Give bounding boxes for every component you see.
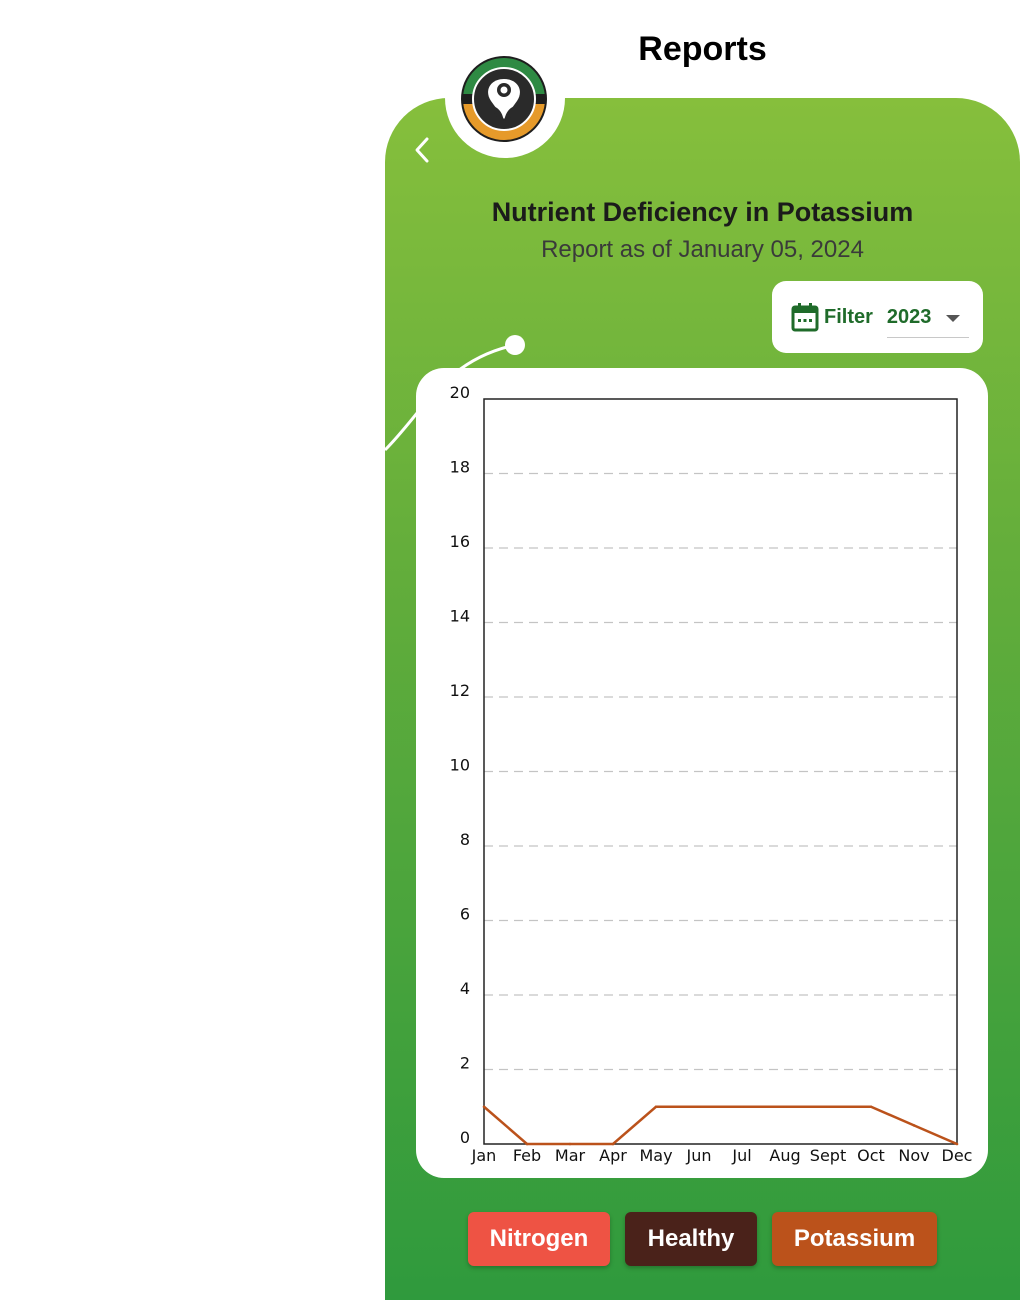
data-point	[955, 1142, 959, 1146]
data-point	[697, 1105, 701, 1109]
legend-potassium-button[interactable]: Potassium	[772, 1212, 937, 1266]
y-tick-label: 2	[460, 1054, 470, 1073]
x-tick-label: Feb	[513, 1146, 541, 1165]
filter-control[interactable]: Filter 2023	[772, 281, 983, 353]
x-tick-label: Apr	[599, 1146, 627, 1165]
data-point	[783, 1105, 787, 1109]
data-point	[611, 1142, 615, 1146]
x-tick-label: Mar	[555, 1146, 586, 1165]
x-tick-label: Jun	[686, 1146, 712, 1165]
year-select[interactable]: 2023	[886, 306, 969, 338]
y-tick-label: 4	[460, 979, 470, 998]
chart-grid	[484, 472, 957, 1071]
y-tick-label: 0	[460, 1128, 470, 1147]
data-point	[740, 1105, 744, 1109]
calendar-icon	[791, 303, 819, 332]
x-tick-label: Dec	[942, 1146, 973, 1165]
y-tick-label: 6	[460, 905, 470, 924]
y-tick-label: 20	[450, 383, 470, 402]
deficiency-line-chart: 0 2 4 6 8 10 12 14 16 18 20 Jan Feb Mar Apr May Jun Jul A…	[450, 383, 973, 1165]
data-point	[568, 1142, 572, 1146]
report-title: Nutrient Deficiency in Potassium	[491, 197, 914, 227]
x-tick-label: Jul	[731, 1146, 751, 1165]
x-axis-ticks: Jan Feb Mar Apr May Jun Jul Aug Sept Oct Nov Dec	[471, 1146, 973, 1165]
x-tick-label: Nov	[898, 1146, 929, 1165]
report-date: Report as of January 05, 2024	[541, 236, 864, 263]
caret-down-icon	[946, 314, 961, 322]
filter-label: Filter	[824, 305, 873, 328]
y-axis-ticks: 0 2 4 6 8 10 12 14 16 18 20	[450, 383, 470, 1147]
data-point	[482, 1105, 486, 1109]
x-tick-label: Jan	[471, 1146, 497, 1165]
legend-nitrogen-label: Nitrogen	[489, 1225, 589, 1252]
x-tick-label: Aug	[769, 1146, 800, 1165]
x-tick-label: May	[639, 1146, 672, 1165]
legend-nitrogen-button[interactable]: Nitrogen	[468, 1212, 610, 1266]
x-tick-label: Oct	[857, 1146, 885, 1165]
series-layer	[482, 1105, 959, 1146]
legend-potassium-label: Potassium	[793, 1225, 916, 1252]
y-tick-label: 8	[460, 830, 470, 849]
data-point	[525, 1142, 529, 1146]
y-tick-label: 14	[450, 607, 470, 626]
chevron-left-icon	[415, 137, 429, 163]
year-value: 2023	[886, 306, 932, 328]
data-point	[869, 1105, 873, 1109]
y-tick-label: 10	[450, 756, 470, 775]
back-button[interactable]	[405, 130, 439, 170]
x-tick-label: Sept	[810, 1146, 846, 1165]
legend-healthy-button[interactable]: Healthy	[625, 1212, 757, 1266]
plot-frame	[483, 398, 958, 1145]
data-point	[826, 1105, 830, 1109]
page-title: Reports	[638, 30, 767, 68]
y-tick-label: 12	[450, 681, 470, 700]
data-point	[654, 1105, 658, 1109]
legend-healthy-label: Healthy	[647, 1225, 735, 1252]
data-point	[912, 1124, 916, 1127]
y-tick-label: 16	[450, 532, 470, 551]
potassium-series-line	[483, 1105, 958, 1146]
y-tick-label: 18	[450, 458, 470, 477]
plant-logo-icon	[461, 56, 547, 142]
chart-card	[416, 368, 988, 1178]
